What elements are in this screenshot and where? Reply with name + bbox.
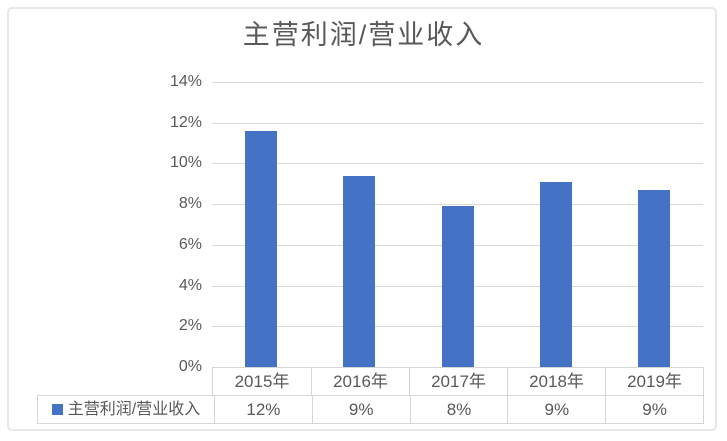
table-year-cell: 2015年 <box>234 372 290 391</box>
legend-cell: 主营利润/营业收入 <box>38 396 214 423</box>
y-axis-tick-label: 0% <box>178 358 202 375</box>
bar-2015年 <box>245 131 277 367</box>
table-year-cell: 2016年 <box>311 368 409 396</box>
table-value-cell: 12% <box>214 396 312 423</box>
table-year-cell: 2018年 <box>507 368 605 396</box>
y-axis-tick-label: 2% <box>178 317 202 335</box>
bar-2017年 <box>442 206 474 367</box>
gridline <box>212 163 703 164</box>
table-value-cell: 9% <box>605 396 703 423</box>
table-year-cell: 2017年 <box>409 368 507 396</box>
table-value-cell: 8% <box>409 396 508 423</box>
y-axis-tick-label: 10% <box>169 154 202 172</box>
gridline <box>212 123 703 124</box>
bar-2019年 <box>638 190 670 367</box>
y-axis-tick-label: 4% <box>178 276 202 294</box>
chart-frame <box>7 7 717 431</box>
gridline <box>212 204 703 205</box>
table-value-cell: 9% <box>507 396 605 423</box>
y-axis-tick-label: 14% <box>169 73 202 90</box>
series-marker-icon <box>51 404 63 415</box>
table-value-cell: 9% <box>311 396 410 423</box>
gridline <box>212 82 703 83</box>
legend-label: 主营利润/营业收入 <box>67 401 201 418</box>
table-year-row: 2015年 2016年 2017年 2018年 2019年 <box>212 367 704 396</box>
chart-title: 主营利润/营业收入 <box>242 20 485 50</box>
bar-2016年 <box>343 176 375 367</box>
table-value-row: 主营利润/营业收入 12% 9% 8% 9% 9% <box>37 395 704 424</box>
table-year-cell: 2019年 <box>605 368 703 396</box>
y-axis-tick-label: 12% <box>169 113 202 131</box>
bar-2018年 <box>540 182 572 367</box>
y-axis-tick-label: 8% <box>178 195 202 213</box>
y-axis-tick-label: 6% <box>178 235 202 253</box>
plot-area <box>212 82 703 367</box>
